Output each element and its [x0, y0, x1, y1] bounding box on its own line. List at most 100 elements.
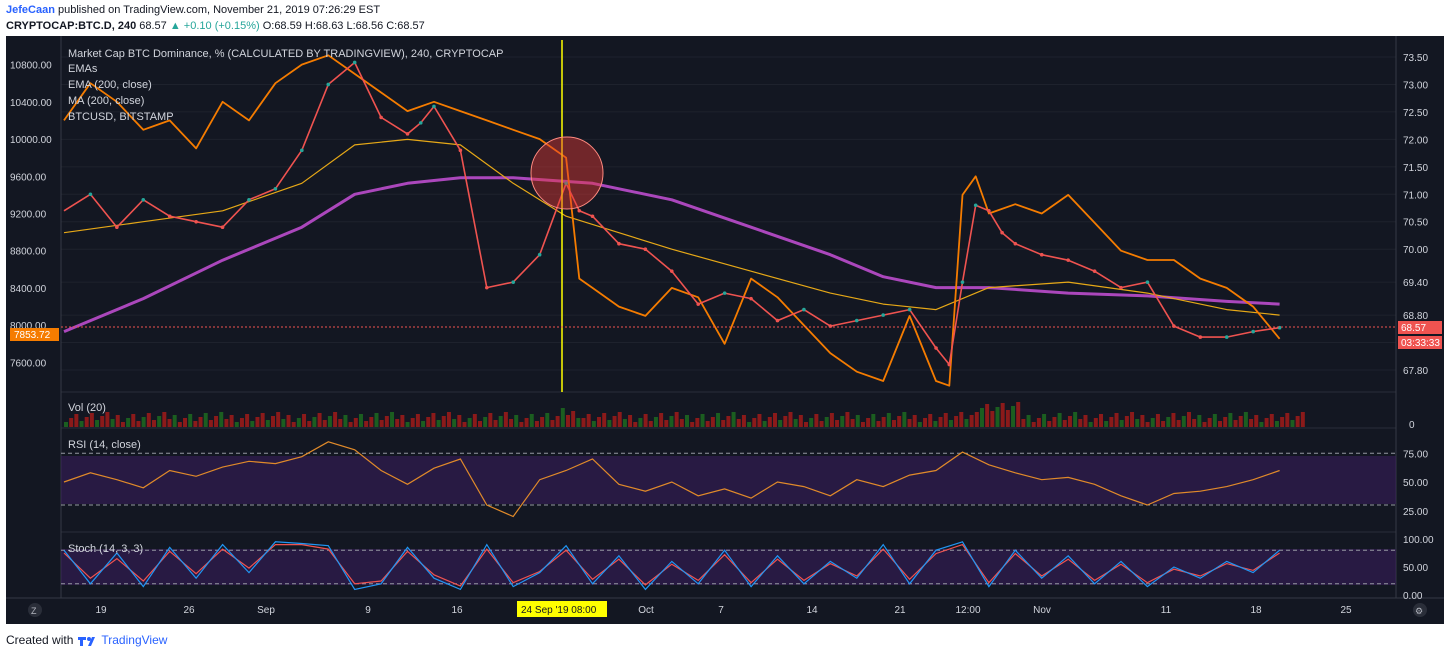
volume-bar	[1269, 414, 1274, 427]
volume-bar	[410, 418, 415, 427]
legend-emas[interactable]: EMAs	[68, 63, 98, 75]
volume-bar	[446, 412, 451, 427]
volume-bar	[333, 412, 338, 427]
stoch-label[interactable]: Stoch (14, 3, 3)	[68, 543, 143, 555]
dominance-point	[1119, 285, 1123, 290]
volume-bar	[871, 414, 876, 427]
volume-bar	[1078, 419, 1083, 427]
volume-bar	[560, 408, 565, 427]
volume-bar	[436, 420, 441, 427]
volume-bar	[1099, 414, 1103, 427]
volume-bar	[943, 413, 948, 427]
volume-bar	[203, 413, 208, 427]
time-tick-label: 11	[1161, 605, 1172, 616]
volume-bar	[1166, 417, 1171, 427]
volume-bars	[64, 402, 1305, 427]
dominance-point	[418, 121, 423, 125]
volume-bar	[431, 413, 436, 427]
current-dominance-tag	[1398, 321, 1442, 334]
settings-button[interactable]	[1413, 603, 1427, 617]
dominance-point	[220, 225, 225, 230]
volume-bar	[1295, 416, 1300, 427]
volume-bar	[286, 415, 291, 427]
time-tick-label: 7	[718, 605, 724, 616]
dominance-point	[1066, 258, 1070, 262]
volume-bar	[1233, 420, 1238, 427]
volume-bar	[622, 419, 627, 427]
time-tick-label: 14	[806, 605, 818, 616]
volume-bar	[886, 413, 891, 427]
volume-bar	[1104, 421, 1109, 427]
volume-axis-label: 0	[1409, 420, 1415, 431]
volume-label[interactable]: Vol (20)	[68, 402, 106, 414]
legend-ma200[interactable]: MA (200, close)	[68, 95, 144, 107]
rsi-tick-label: 75.00	[1403, 449, 1428, 460]
volume-bar	[907, 419, 912, 427]
symbol-line: CRYPTOCAP:BTC.D, 240 68.57 ▲ +0.10 (+0.1…	[6, 20, 425, 32]
dominance-point	[577, 208, 582, 213]
volume-bar	[162, 412, 167, 427]
author-name[interactable]: JefeCaan	[6, 4, 55, 16]
volume-bar	[1011, 406, 1016, 427]
dominance-point	[643, 247, 648, 251]
left-tick-label: 10800.00	[10, 61, 52, 72]
volume-bar	[1290, 420, 1295, 427]
left-axis-ticks: 10800.00 10400.00 10000.00 9600.00 9200.00 88…	[10, 61, 52, 370]
volume-bar	[1005, 410, 1010, 427]
volume-bar	[177, 422, 182, 427]
volume-bar	[64, 422, 68, 427]
dominance-point	[379, 115, 383, 120]
current-btc-tag	[10, 328, 59, 341]
volume-bar	[881, 417, 886, 427]
time-tick-label: 26	[183, 605, 195, 616]
volume-bar	[897, 416, 902, 427]
tradingview-link[interactable]: TradingView	[101, 633, 168, 647]
volume-bar	[250, 421, 255, 427]
dominance-point	[960, 280, 965, 284]
dominance-point	[326, 82, 331, 87]
right-tick-label: 73.50	[1403, 53, 1428, 64]
legend-btcusd[interactable]: BTCUSD, BITSTAMP	[68, 111, 174, 123]
volume-bar	[705, 421, 710, 427]
trading-chart[interactable]: 75.00 50.00 25.00 100.00 50.00 0.00 Market C…	[6, 36, 1444, 624]
volume-bar	[519, 422, 524, 427]
volume-bar	[1254, 415, 1259, 427]
rsi-band	[61, 456, 1396, 504]
time-tick-label: Oct	[638, 605, 654, 616]
volume-bar	[762, 421, 767, 427]
legend-ema200[interactable]: EMA (200, close)	[68, 79, 152, 91]
volume-bar	[503, 412, 508, 427]
volume-bar	[819, 421, 824, 427]
volume-bar	[731, 412, 736, 427]
volume-bar	[974, 412, 979, 427]
dominance-point	[669, 269, 674, 273]
volume-bar	[824, 417, 829, 427]
volume-bar	[115, 415, 120, 427]
volume-bar	[105, 412, 110, 427]
volume-bar	[483, 417, 488, 427]
volume-bar	[1052, 417, 1057, 427]
volume-bar	[255, 417, 260, 427]
zoom-icon: Z	[31, 606, 37, 616]
volume-bar	[752, 418, 757, 427]
volume-bar	[669, 416, 674, 427]
time-tick-label: Sep	[257, 605, 275, 616]
volume-bar	[700, 414, 705, 427]
volume-bar	[472, 414, 477, 427]
time-tick-label: 12:00	[955, 605, 980, 616]
main-pane[interactable]	[61, 40, 1396, 392]
volume-bar	[193, 421, 198, 427]
volume-bar	[239, 418, 244, 427]
left-tick-label: 10400.00	[10, 98, 52, 109]
zoom-button[interactable]	[28, 603, 42, 617]
volume-bar	[917, 422, 922, 427]
rsi-label[interactable]: RSI (14, close)	[68, 439, 141, 451]
volume-bar	[954, 416, 959, 427]
price-change: ▲ +0.10 (+0.15%)	[169, 20, 260, 32]
volume-bar	[948, 420, 953, 427]
volume-bar	[664, 420, 669, 427]
volume-bar	[390, 412, 395, 427]
dominance-point	[775, 318, 780, 323]
right-tick-label: 69.40	[1403, 278, 1428, 289]
volume-bar	[291, 422, 296, 427]
